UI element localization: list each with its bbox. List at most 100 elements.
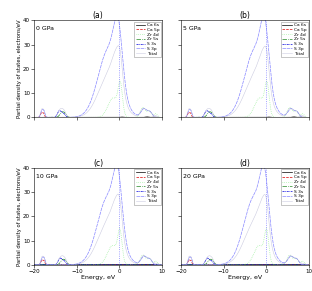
S 3p	[307, 116, 311, 119]
S 3p	[81, 112, 85, 115]
Ca 6s	[202, 116, 205, 119]
S 3s	[194, 116, 197, 119]
Title: (d): (d)	[240, 159, 251, 168]
Total	[291, 255, 295, 259]
Total	[81, 260, 85, 264]
Zr 4d	[55, 263, 58, 267]
S 3p	[158, 263, 161, 267]
S 3p	[55, 116, 58, 119]
Line: S 3p: S 3p	[34, 15, 162, 117]
Line: Ca 5p: Ca 5p	[34, 112, 162, 117]
Zr 5s	[290, 263, 294, 267]
Zr 5s	[160, 263, 164, 267]
Ca 6s	[234, 116, 237, 119]
S 3p	[32, 116, 36, 119]
S 3s	[32, 116, 36, 119]
Line: Total: Total	[181, 46, 309, 117]
Line: Zr 5s: Zr 5s	[34, 112, 162, 117]
Ca 5p	[305, 263, 308, 267]
Line: Total: Total	[34, 46, 162, 117]
Ca 5p	[291, 263, 295, 267]
S 3s	[47, 116, 51, 119]
S 3p	[234, 249, 237, 253]
Zr 4d	[55, 116, 58, 119]
Zr 5s	[208, 110, 212, 113]
Zr 5s	[144, 263, 148, 267]
Total	[144, 255, 148, 259]
Zr 5s	[194, 116, 197, 119]
Total	[55, 114, 58, 117]
Ca 6s	[55, 263, 58, 267]
S 3s	[291, 116, 295, 119]
S 3s	[228, 116, 232, 119]
S 3p	[228, 111, 232, 115]
Total	[305, 263, 308, 267]
Total	[32, 116, 36, 119]
Zr 5s	[61, 258, 65, 261]
Zr 4d	[228, 116, 232, 119]
S 3p	[160, 263, 164, 267]
Legend: Ca 6s, Ca 5p, Zr 4d, Zr 5s, S 3s, S 3p, Total: Ca 6s, Ca 5p, Zr 4d, Zr 5s, S 3s, S 3p, …	[281, 22, 308, 57]
Ca 5p	[160, 116, 164, 119]
Line: Zr 4d: Zr 4d	[181, 81, 309, 117]
Total	[263, 193, 266, 196]
S 3s	[160, 263, 164, 267]
Ca 6s	[291, 263, 295, 266]
Line: Zr 5s: Zr 5s	[34, 259, 162, 265]
Line: S 3s: S 3s	[34, 111, 162, 117]
S 3p	[194, 263, 197, 267]
S 3s	[206, 256, 209, 260]
Zr 4d	[202, 263, 205, 267]
Zr 5s	[81, 116, 85, 119]
Ca 5p	[158, 263, 162, 267]
Total	[194, 116, 197, 119]
S 3p	[291, 108, 295, 111]
Zr 4d	[194, 263, 197, 267]
Ca 5p	[234, 116, 238, 119]
S 3s	[179, 263, 183, 267]
Ca 6s	[179, 116, 183, 119]
Zr 5s	[142, 116, 146, 119]
Ca 6s	[158, 263, 161, 267]
Zr 4d	[118, 227, 122, 230]
Line: Total: Total	[34, 194, 162, 265]
Zr 5s	[228, 263, 232, 267]
Line: S 3s: S 3s	[34, 258, 162, 265]
Ca 5p	[47, 116, 51, 119]
Zr 5s	[158, 116, 162, 119]
Ca 6s	[291, 115, 295, 119]
S 3p	[202, 263, 205, 267]
S 3p	[32, 263, 36, 267]
Zr 4d	[87, 116, 91, 119]
S 3p	[307, 263, 311, 267]
S 3p	[291, 255, 295, 258]
S 3s	[144, 116, 148, 119]
Ca 6s	[144, 263, 148, 266]
S 3p	[179, 116, 183, 119]
Zr 5s	[143, 263, 147, 267]
Ca 5p	[87, 116, 91, 119]
S 3s	[58, 256, 62, 260]
Zr 4d	[265, 227, 268, 230]
Line: S 3p: S 3p	[34, 164, 162, 265]
Title: (a): (a)	[93, 11, 104, 20]
Line: Ca 6s: Ca 6s	[181, 264, 309, 265]
Y-axis label: Partial density of states, electrons/eV: Partial density of states, electrons/eV	[17, 19, 22, 118]
S 3p	[115, 14, 119, 17]
Ca 5p	[305, 116, 308, 119]
Total	[307, 263, 311, 267]
S 3s	[291, 263, 295, 267]
Total	[263, 45, 267, 48]
Ca 5p	[47, 263, 51, 267]
Total	[305, 116, 308, 119]
Text: 10 GPa: 10 GPa	[37, 174, 58, 179]
Zr 5s	[291, 116, 295, 119]
Zr 5s	[305, 263, 308, 267]
S 3s	[228, 263, 232, 267]
Zr 5s	[307, 116, 311, 119]
Zr 4d	[179, 263, 183, 267]
Zr 5s	[202, 263, 205, 267]
Zr 4d	[202, 116, 205, 119]
S 3p	[261, 163, 265, 166]
Total	[291, 108, 295, 111]
